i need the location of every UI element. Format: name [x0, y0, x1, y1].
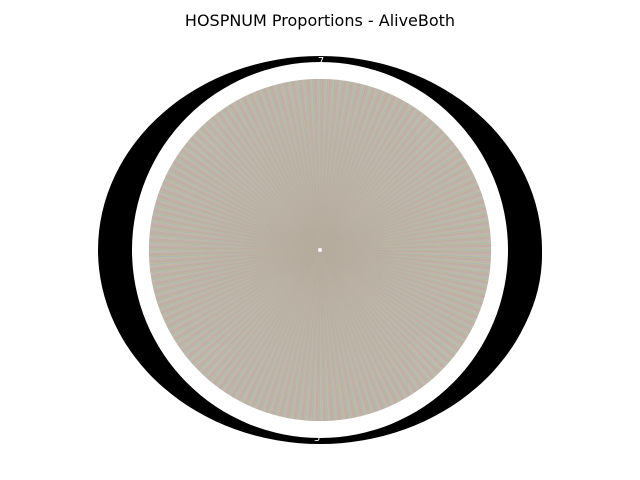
pie-slices — [148, 78, 492, 422]
label-fragments: 73 — [314, 56, 324, 444]
chart-title: HOSPNUM Proportions - AliveBoth — [184, 11, 456, 30]
slice-label: 7 — [318, 56, 324, 67]
slice-label: 3 — [314, 433, 320, 444]
pie-center — [318, 248, 322, 252]
